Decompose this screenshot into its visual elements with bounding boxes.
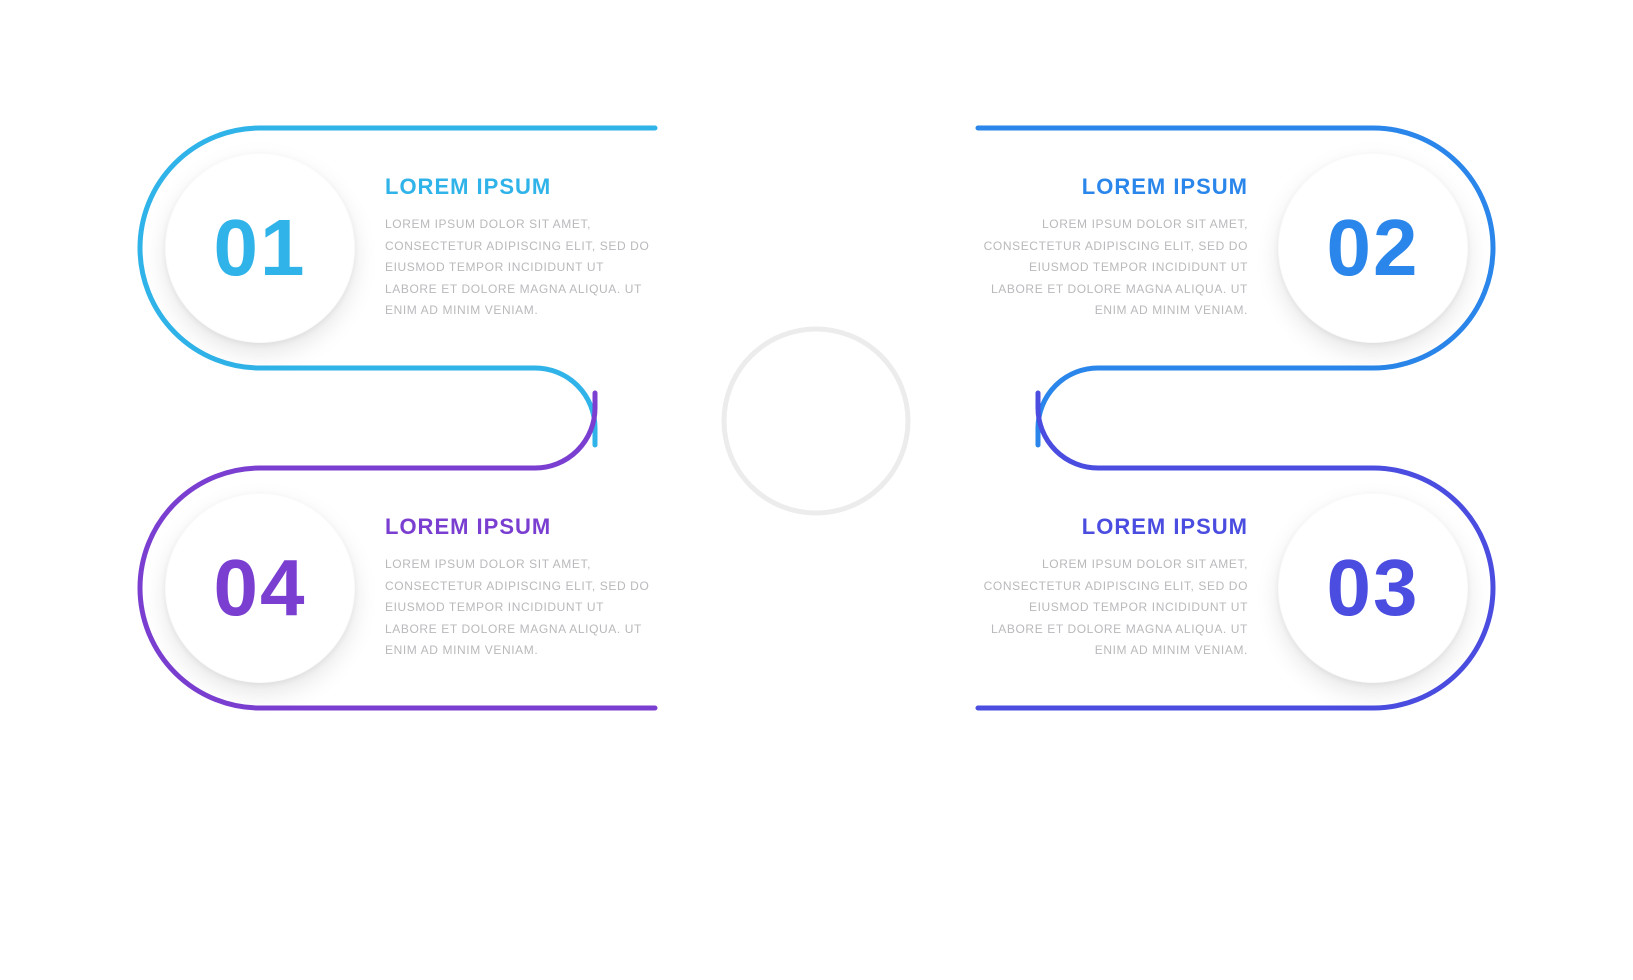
step-number: 03 (1327, 542, 1420, 634)
number-circle-01: 01 (165, 153, 355, 343)
step-number: 02 (1327, 202, 1420, 294)
step-title: LOREM IPSUM (385, 174, 653, 200)
step-card-01: 01 LOREM IPSUM LOREM IPSUM DOLOR SIT AME… (140, 128, 660, 368)
step-title: LOREM IPSUM (980, 174, 1248, 200)
step-card-02: 02 LOREM IPSUM LOREM IPSUM DOLOR SIT AME… (973, 128, 1493, 368)
step-text-02: LOREM IPSUM LOREM IPSUM DOLOR SIT AMET, … (980, 174, 1248, 322)
number-circle-04: 04 (165, 493, 355, 683)
step-body: LOREM IPSUM DOLOR SIT AMET, CONSECTETUR … (980, 554, 1248, 662)
step-body: LOREM IPSUM DOLOR SIT AMET, CONSECTETUR … (980, 214, 1248, 322)
step-card-04: 04 LOREM IPSUM LOREM IPSUM DOLOR SIT AME… (140, 468, 660, 708)
number-circle-02: 02 (1278, 153, 1468, 343)
step-text-04: LOREM IPSUM LOREM IPSUM DOLOR SIT AMET, … (385, 514, 653, 662)
step-number: 01 (214, 202, 307, 294)
step-text-01: LOREM IPSUM LOREM IPSUM DOLOR SIT AMET, … (385, 174, 653, 322)
step-card-03: 03 LOREM IPSUM LOREM IPSUM DOLOR SIT AME… (973, 468, 1493, 708)
step-number: 04 (214, 542, 307, 634)
step-body: LOREM IPSUM DOLOR SIT AMET, CONSECTETUR … (385, 214, 653, 322)
number-circle-03: 03 (1278, 493, 1468, 683)
step-body: LOREM IPSUM DOLOR SIT AMET, CONSECTETUR … (385, 554, 653, 662)
step-title: LOREM IPSUM (385, 514, 653, 540)
infographic-canvas: 01 LOREM IPSUM LOREM IPSUM DOLOR SIT AME… (0, 0, 1633, 980)
step-text-03: LOREM IPSUM LOREM IPSUM DOLOR SIT AMET, … (980, 514, 1248, 662)
step-title: LOREM IPSUM (980, 514, 1248, 540)
